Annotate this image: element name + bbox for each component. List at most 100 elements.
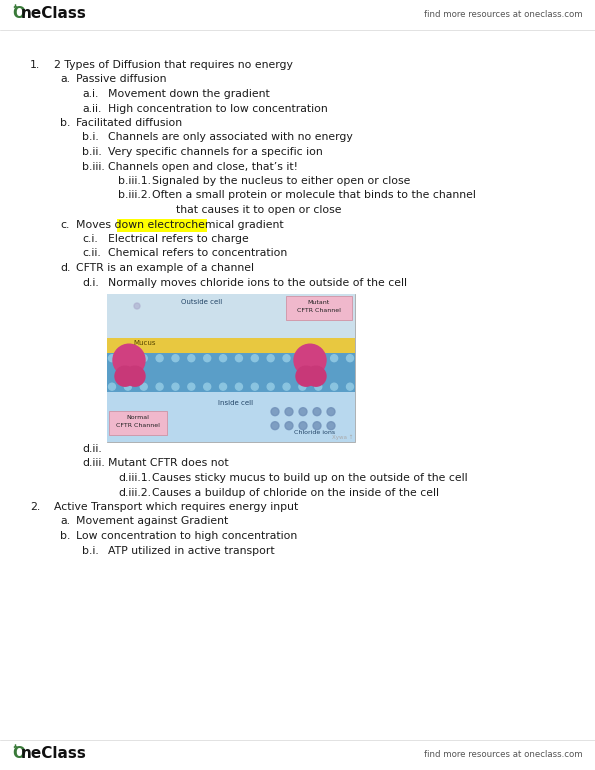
Text: Movement against Gradient: Movement against Gradient <box>76 517 228 527</box>
Text: b.: b. <box>60 118 70 128</box>
Text: d.iii.: d.iii. <box>82 458 105 468</box>
Circle shape <box>140 383 147 390</box>
Text: 2 Types of Diffusion that requires no energy: 2 Types of Diffusion that requires no en… <box>54 60 293 70</box>
Text: Low concentration to high concentration: Low concentration to high concentration <box>76 531 298 541</box>
Text: neClass: neClass <box>21 6 87 21</box>
Text: a.: a. <box>60 75 70 85</box>
Circle shape <box>113 344 145 377</box>
Text: 1.: 1. <box>30 60 40 70</box>
Text: ♣: ♣ <box>12 5 17 10</box>
Circle shape <box>236 383 242 390</box>
Bar <box>107 338 355 353</box>
Bar <box>107 294 355 338</box>
Text: Channels open and close, that’s it!: Channels open and close, that’s it! <box>108 162 298 172</box>
Text: Moves down electrochemical gradient: Moves down electrochemical gradient <box>76 219 284 229</box>
Circle shape <box>294 344 326 377</box>
Circle shape <box>313 422 321 430</box>
Text: ATP utilized in active transport: ATP utilized in active transport <box>108 545 275 555</box>
Text: Chloride ions: Chloride ions <box>295 430 336 435</box>
Circle shape <box>220 383 227 390</box>
Text: Normally moves chloride ions to the outside of the cell: Normally moves chloride ions to the outs… <box>108 277 407 287</box>
Circle shape <box>108 355 115 362</box>
Circle shape <box>331 355 337 362</box>
Circle shape <box>315 355 322 362</box>
Text: b.iii.2.: b.iii.2. <box>118 190 151 200</box>
Text: Often a small protein or molecule that binds to the channel: Often a small protein or molecule that b… <box>152 190 476 200</box>
Text: Inside cell: Inside cell <box>218 400 253 406</box>
Circle shape <box>271 407 279 416</box>
Text: Mutant: Mutant <box>308 300 330 305</box>
Circle shape <box>251 383 258 390</box>
Text: Facilitated diffusion: Facilitated diffusion <box>76 118 182 128</box>
Bar <box>107 392 355 442</box>
Circle shape <box>285 422 293 430</box>
Circle shape <box>283 383 290 390</box>
Text: Causes sticky mucus to build up on the outside of the cell: Causes sticky mucus to build up on the o… <box>152 473 468 483</box>
Text: d.ii.: d.ii. <box>82 444 102 454</box>
Text: O: O <box>12 746 25 761</box>
Text: d.i.: d.i. <box>82 277 99 287</box>
Circle shape <box>346 383 353 390</box>
Circle shape <box>124 355 131 362</box>
Circle shape <box>299 355 306 362</box>
FancyBboxPatch shape <box>286 296 352 320</box>
Circle shape <box>172 383 179 390</box>
Text: Normal: Normal <box>127 415 149 420</box>
Text: Chemical refers to concentration: Chemical refers to concentration <box>108 249 287 259</box>
Text: c.: c. <box>60 219 70 229</box>
Text: neClass: neClass <box>21 746 87 761</box>
Text: find more resources at oneclass.com: find more resources at oneclass.com <box>424 10 583 19</box>
Text: CFTR Channel: CFTR Channel <box>116 423 160 428</box>
Text: that causes it to open or close: that causes it to open or close <box>176 205 342 215</box>
Text: Passive diffusion: Passive diffusion <box>76 75 167 85</box>
Text: a.i.: a.i. <box>82 89 98 99</box>
Circle shape <box>299 383 306 390</box>
Circle shape <box>306 367 326 387</box>
Text: Mutant CFTR does not: Mutant CFTR does not <box>108 458 228 468</box>
Circle shape <box>283 355 290 362</box>
Circle shape <box>327 422 335 430</box>
Circle shape <box>299 422 307 430</box>
Circle shape <box>236 355 242 362</box>
Text: Causes a buildup of chloride on the inside of the cell: Causes a buildup of chloride on the insi… <box>152 487 439 497</box>
Circle shape <box>172 355 179 362</box>
Circle shape <box>251 355 258 362</box>
Circle shape <box>285 407 293 416</box>
Circle shape <box>134 303 140 309</box>
Text: d.iii.2.: d.iii.2. <box>118 487 151 497</box>
Circle shape <box>203 383 211 390</box>
Text: find more resources at oneclass.com: find more resources at oneclass.com <box>424 750 583 759</box>
Circle shape <box>315 383 322 390</box>
Circle shape <box>140 355 147 362</box>
Circle shape <box>124 383 131 390</box>
Circle shape <box>188 355 195 362</box>
Circle shape <box>267 355 274 362</box>
Text: High concentration to low concentration: High concentration to low concentration <box>108 103 328 113</box>
Text: d.iii.1.: d.iii.1. <box>118 473 151 483</box>
Text: 2.: 2. <box>30 502 40 512</box>
Circle shape <box>156 355 163 362</box>
Circle shape <box>296 367 316 387</box>
Circle shape <box>156 383 163 390</box>
Text: ♣: ♣ <box>12 745 17 750</box>
Text: O: O <box>12 6 25 21</box>
FancyBboxPatch shape <box>109 411 167 435</box>
Text: Electrical refers to charge: Electrical refers to charge <box>108 234 249 244</box>
Text: Mucus: Mucus <box>134 340 156 346</box>
Text: b.i.: b.i. <box>82 545 99 555</box>
Circle shape <box>203 355 211 362</box>
Text: Channels are only associated with no energy: Channels are only associated with no ene… <box>108 132 353 142</box>
Text: Outside cell: Outside cell <box>181 299 222 305</box>
Text: b.i.: b.i. <box>82 132 99 142</box>
Text: CFTR Channel: CFTR Channel <box>297 308 341 313</box>
Text: c.i.: c.i. <box>82 234 98 244</box>
Text: b.iii.1.: b.iii.1. <box>118 176 151 186</box>
Circle shape <box>188 383 195 390</box>
Text: b.: b. <box>60 531 70 541</box>
Text: Xywa ↑: Xywa ↑ <box>331 434 353 440</box>
Text: Movement down the gradient: Movement down the gradient <box>108 89 270 99</box>
Text: Very specific channels for a specific ion: Very specific channels for a specific io… <box>108 147 322 157</box>
Text: CFTR is an example of a channel: CFTR is an example of a channel <box>76 263 254 273</box>
Bar <box>107 294 355 442</box>
Bar <box>107 353 355 392</box>
